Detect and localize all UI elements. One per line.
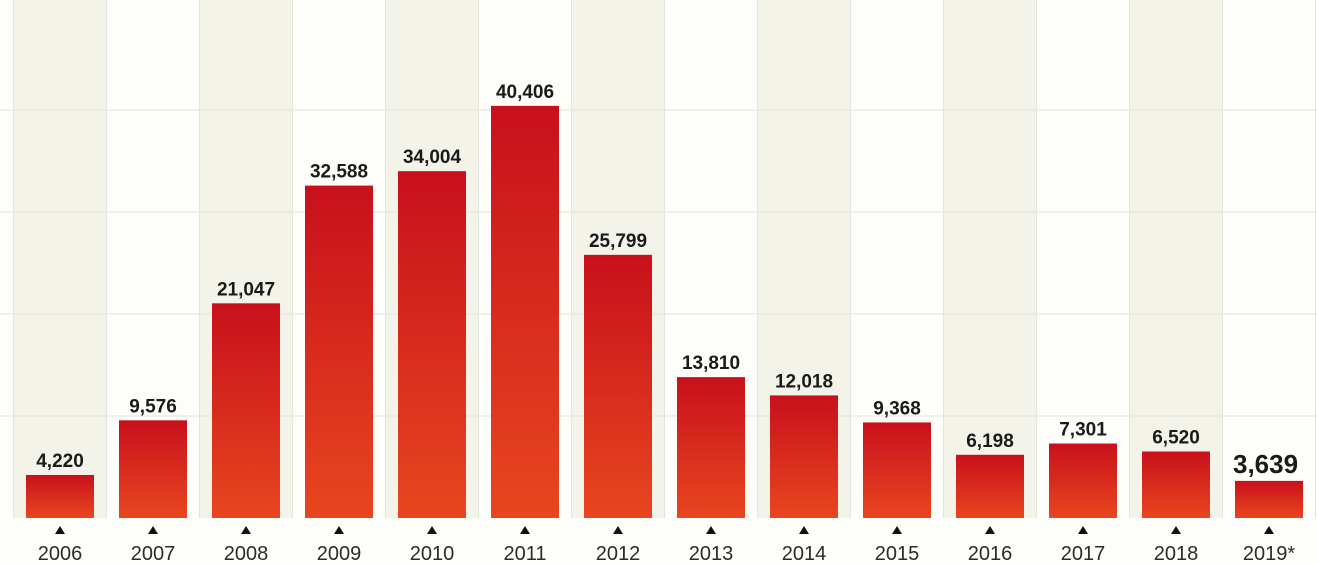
value-label-2017: 7,301 bbox=[1059, 420, 1107, 441]
grid-layer bbox=[0, 0, 1317, 518]
value-label-2012: 25,799 bbox=[589, 231, 647, 252]
tick-marker-2014 bbox=[799, 526, 809, 534]
bar-2007 bbox=[119, 420, 187, 518]
tick-label-2013: 2013 bbox=[689, 543, 734, 564]
tick-marker-2009 bbox=[334, 526, 344, 534]
tick-label-2019: 2019* bbox=[1243, 543, 1295, 564]
tick-label-2006: 2006 bbox=[38, 543, 83, 564]
bar-2013 bbox=[677, 377, 745, 518]
value-label-2018: 6,520 bbox=[1152, 427, 1200, 448]
bar-2016 bbox=[956, 454, 1024, 518]
tick-label-2009: 2009 bbox=[317, 543, 362, 564]
bar-2006 bbox=[26, 474, 94, 518]
value-label-2010: 34,004 bbox=[403, 147, 462, 168]
tick-marker-2013 bbox=[706, 526, 716, 534]
value-label-2008: 21,047 bbox=[217, 279, 275, 300]
tick-label-2008: 2008 bbox=[224, 543, 269, 564]
value-label-2007: 9,576 bbox=[129, 396, 177, 417]
tick-marker-2010 bbox=[427, 526, 437, 534]
x-axis: 2006 2007 2008 2009 2010 2011 2012 2013 2014 2015… bbox=[38, 526, 1295, 564]
bar-2010 bbox=[398, 171, 466, 519]
tick-label-2007: 2007 bbox=[131, 543, 176, 564]
bar-2017 bbox=[1049, 443, 1117, 518]
tick-marker-2011 bbox=[520, 526, 530, 534]
tick-label-2015: 2015 bbox=[875, 543, 920, 564]
bar-2015 bbox=[863, 422, 931, 518]
tick-label-2014: 2014 bbox=[782, 543, 827, 564]
tick-label-2016: 2016 bbox=[968, 543, 1013, 564]
tick-marker-2017 bbox=[1078, 526, 1088, 534]
bar-2011 bbox=[491, 105, 559, 519]
tick-label-2010: 2010 bbox=[410, 543, 455, 564]
bar-2018 bbox=[1142, 451, 1210, 518]
value-label-2014: 12,018 bbox=[775, 371, 833, 392]
value-labels-layer: 4,220 9,576 21,047 32,588 34,004 40,406 25,799… bbox=[36, 82, 1298, 479]
tick-marker-2016 bbox=[985, 526, 995, 534]
tick-marker-2006 bbox=[55, 526, 65, 534]
bar-2019 bbox=[1235, 480, 1303, 518]
value-label-2019: 3,639 bbox=[1233, 449, 1298, 479]
tick-label-2017: 2017 bbox=[1061, 543, 1106, 564]
column-band bbox=[943, 0, 1037, 518]
tick-label-2012: 2012 bbox=[596, 543, 641, 564]
value-label-2015: 9,368 bbox=[873, 398, 921, 419]
tick-marker-2007 bbox=[148, 526, 158, 534]
value-label-2013: 13,810 bbox=[682, 353, 740, 374]
tick-marker-2008 bbox=[241, 526, 251, 534]
tick-marker-2019 bbox=[1264, 526, 1274, 534]
bar-2008 bbox=[212, 303, 280, 518]
tick-label-2018: 2018 bbox=[1154, 543, 1199, 564]
tick-marker-2018 bbox=[1171, 526, 1181, 534]
column-band bbox=[1129, 0, 1223, 518]
bars-layer bbox=[26, 105, 1303, 519]
bar-2012 bbox=[584, 254, 652, 518]
value-label-2009: 32,588 bbox=[310, 162, 368, 183]
bar-2009 bbox=[305, 185, 373, 518]
bar-2014 bbox=[770, 395, 838, 518]
value-label-2006: 4,220 bbox=[36, 451, 84, 472]
value-label-2016: 6,198 bbox=[966, 431, 1014, 452]
tick-marker-2012 bbox=[613, 526, 623, 534]
tick-label-2011: 2011 bbox=[503, 543, 546, 564]
column-band bbox=[13, 0, 107, 518]
tick-marker-2015 bbox=[892, 526, 902, 534]
value-label-2011: 40,406 bbox=[496, 82, 554, 103]
